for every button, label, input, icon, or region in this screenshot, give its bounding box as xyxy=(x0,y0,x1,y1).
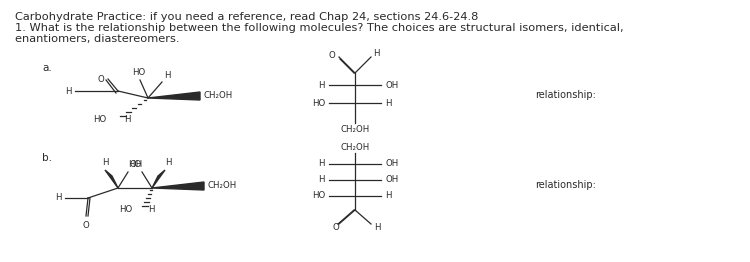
Text: H: H xyxy=(385,99,392,107)
Text: CH₂OH: CH₂OH xyxy=(207,182,236,190)
Text: H: H xyxy=(319,80,325,90)
Text: OH: OH xyxy=(385,160,398,168)
Polygon shape xyxy=(105,170,118,188)
Text: CH₂OH: CH₂OH xyxy=(203,91,232,101)
Text: enantiomers, diastereomers.: enantiomers, diastereomers. xyxy=(15,34,179,44)
Text: a.: a. xyxy=(42,63,52,73)
Text: H: H xyxy=(165,158,172,167)
Text: H: H xyxy=(373,50,380,58)
Text: H: H xyxy=(319,176,325,184)
Text: b.: b. xyxy=(42,153,52,163)
Text: OH: OH xyxy=(385,176,398,184)
Text: H: H xyxy=(319,160,325,168)
Text: H: H xyxy=(374,222,380,232)
Text: HO: HO xyxy=(132,68,146,77)
Text: 1. What is the relationship between the following molecules? The choices are str: 1. What is the relationship between the … xyxy=(15,23,624,33)
Text: relationship:: relationship: xyxy=(535,90,596,100)
Text: H: H xyxy=(124,114,130,123)
Text: Carbohydrate Practice: if you need a reference, read Chap 24, sections 24.6-24.8: Carbohydrate Practice: if you need a ref… xyxy=(15,12,478,22)
Text: H: H xyxy=(102,158,108,167)
Text: HO: HO xyxy=(128,160,141,169)
Text: O: O xyxy=(333,223,339,232)
Polygon shape xyxy=(148,92,200,100)
Text: HO: HO xyxy=(312,192,325,200)
Text: HO: HO xyxy=(118,205,132,214)
Text: O: O xyxy=(82,221,89,230)
Text: H: H xyxy=(65,86,72,96)
Text: H: H xyxy=(164,71,170,80)
Text: HO: HO xyxy=(312,99,325,107)
Text: HO: HO xyxy=(93,114,106,123)
Polygon shape xyxy=(152,170,165,188)
Text: relationship:: relationship: xyxy=(535,180,596,190)
Text: O: O xyxy=(328,51,335,59)
Text: H: H xyxy=(385,192,392,200)
Text: H: H xyxy=(56,194,62,203)
Text: OH: OH xyxy=(129,160,142,169)
Text: CH₂OH: CH₂OH xyxy=(340,144,370,152)
Text: CH₂OH: CH₂OH xyxy=(340,125,370,134)
Text: OH: OH xyxy=(385,80,398,90)
Text: H: H xyxy=(148,205,154,214)
Text: O: O xyxy=(98,74,104,84)
Polygon shape xyxy=(152,182,204,190)
